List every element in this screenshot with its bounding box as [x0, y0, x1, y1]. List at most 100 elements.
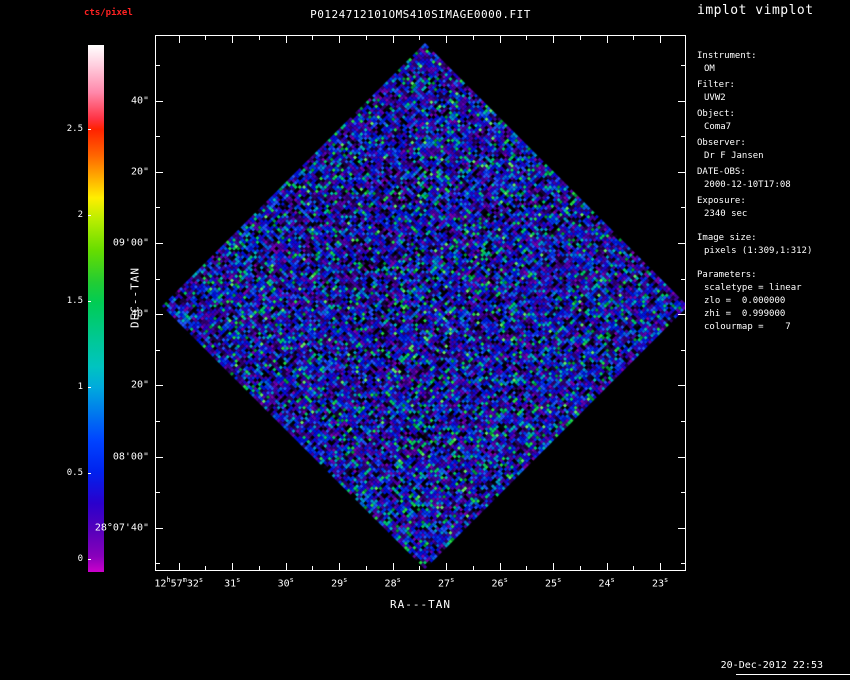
- info-field-value: UVW2: [704, 93, 726, 103]
- y-major-tick: [156, 171, 163, 173]
- colorbar: 2.5 2 1.5 1 0.5 0: [67, 45, 104, 572]
- y-major-tick: [156, 385, 163, 387]
- colorbar-tick-label: 0: [77, 553, 83, 564]
- y-tick-label: 08'00": [112, 451, 149, 463]
- info-field-value: colourmap = 7: [704, 322, 791, 332]
- y-minor-tick: [156, 207, 160, 209]
- bottom-divider: [736, 674, 850, 675]
- info-field-label: Instrument:: [697, 51, 757, 61]
- x-minor-tick: [365, 566, 367, 570]
- y-tick-label: 40": [130, 95, 149, 107]
- y-major-tick: [156, 243, 163, 244]
- x-major-tick: [606, 36, 608, 43]
- y-minor-tick: [156, 65, 160, 66]
- y-minor-tick: [681, 349, 685, 351]
- colorbar-tick-label: 1.5: [66, 295, 83, 306]
- x-major-tick: [499, 563, 501, 570]
- x-major-tick: [553, 563, 555, 570]
- info-field-value: Dr F Jansen: [704, 151, 764, 161]
- y-major-tick: [156, 527, 163, 529]
- info-field-label: DATE-OBS:: [697, 167, 746, 177]
- y-tick-label: 09'00": [112, 237, 149, 249]
- info-group: Filter: UVW2: [697, 79, 849, 105]
- timestamp: 20-Dec-2012 22:53: [720, 660, 823, 671]
- x-minor-tick: [205, 36, 207, 40]
- info-field-value: 2000-12-10T17:08: [704, 180, 791, 190]
- x-major-tick: [499, 36, 501, 43]
- x-major-tick: [178, 36, 180, 43]
- x-minor-tick: [526, 36, 528, 40]
- y-minor-tick: [681, 278, 685, 280]
- x-major-tick: [285, 563, 287, 570]
- info-field-value: Coma7: [704, 122, 732, 132]
- x-tick-label: 28s: [384, 576, 401, 590]
- colorbar-tick: [88, 214, 91, 216]
- colorbar-tick: [88, 300, 91, 302]
- x-tick-label: 29s: [331, 576, 348, 590]
- x-major-tick: [660, 36, 662, 43]
- info-field-value: OM: [704, 64, 715, 74]
- y-minor-tick: [156, 563, 160, 565]
- x-tick-label: 25s: [545, 576, 562, 590]
- y-minor-tick: [681, 65, 685, 66]
- x-major-tick: [285, 36, 287, 43]
- colorbar-units-label: cts/pixel: [84, 8, 133, 18]
- x-tick-label: 27s: [438, 576, 455, 590]
- colorbar-tick: [88, 128, 91, 130]
- plot-axes: 12h57m32s 31s 30s 29s 28s 27s 26s 25s 24s 23s 40" 2…: [95, 35, 686, 589]
- x-major-tick: [178, 563, 180, 570]
- x-minor-tick: [526, 566, 528, 570]
- x-minor-tick: [258, 566, 260, 570]
- x-tick-label: 31s: [224, 576, 241, 590]
- info-group: Exposure: 2340 sec: [697, 195, 849, 221]
- info-group: Parameters: scaletype = linear zlo = 0.000…: [697, 269, 849, 334]
- info-field-value: pixels (1:309,1:312): [704, 246, 813, 256]
- x-minor-tick: [579, 36, 581, 40]
- y-minor-tick: [681, 492, 685, 494]
- y-tick-label: 20": [130, 166, 149, 178]
- y-tick-label: 40": [130, 308, 149, 320]
- colorbar-tick-label: 2.5: [66, 123, 83, 134]
- y-minor-tick: [156, 492, 160, 494]
- y-major-tick: [678, 100, 685, 102]
- colorbar-tick: [88, 386, 91, 388]
- y-minor-tick: [156, 421, 160, 422]
- info-field-value: zlo = 0.000000: [704, 296, 786, 306]
- x-major-tick: [446, 36, 448, 43]
- y-major-tick: [156, 456, 163, 458]
- info-field-value: 2340 sec: [704, 209, 748, 219]
- info-group: DATE-OBS: 2000-12-10T17:08: [697, 166, 849, 192]
- x-tick-label: 23s: [651, 576, 669, 590]
- info-group: Image size: pixels (1:309,1:312): [697, 232, 849, 258]
- info-group: Instrument: OM: [697, 50, 849, 76]
- x-minor-tick: [633, 566, 635, 570]
- x-major-tick: [660, 563, 662, 570]
- x-minor-tick: [472, 566, 474, 570]
- y-axis-label: DEC--TAN: [128, 267, 142, 328]
- y-major-tick: [156, 100, 163, 102]
- x-major-tick: [392, 563, 394, 570]
- y-minor-tick: [681, 421, 685, 422]
- colorbar-tick: [88, 558, 91, 560]
- info-field-label: Observer:: [697, 138, 746, 148]
- info-group: Observer: Dr F Jansen: [697, 137, 849, 163]
- x-major-tick: [553, 36, 555, 43]
- x-major-tick: [232, 36, 234, 43]
- y-major-tick: [678, 171, 685, 173]
- y-minor-tick: [156, 278, 160, 280]
- x-tick-label: 12h57m32s: [154, 576, 204, 590]
- y-minor-tick: [681, 207, 685, 209]
- y-major-tick: [678, 527, 685, 529]
- x-major-tick: [232, 563, 234, 570]
- y-tick-label: 28°07'40": [94, 522, 149, 534]
- app-title: implot vimplot: [697, 3, 814, 18]
- info-group: Object: Coma7: [697, 108, 849, 134]
- x-minor-tick: [633, 36, 635, 40]
- x-minor-tick: [205, 566, 207, 570]
- info-panel: Instrument: OM Filter: UVW2 Object: Coma7 Obse…: [697, 50, 849, 337]
- x-major-tick: [446, 563, 448, 570]
- info-field-value: zhi = 0.999000: [704, 309, 786, 319]
- x-tick-label: 26s: [491, 576, 508, 590]
- y-major-tick: [678, 243, 685, 244]
